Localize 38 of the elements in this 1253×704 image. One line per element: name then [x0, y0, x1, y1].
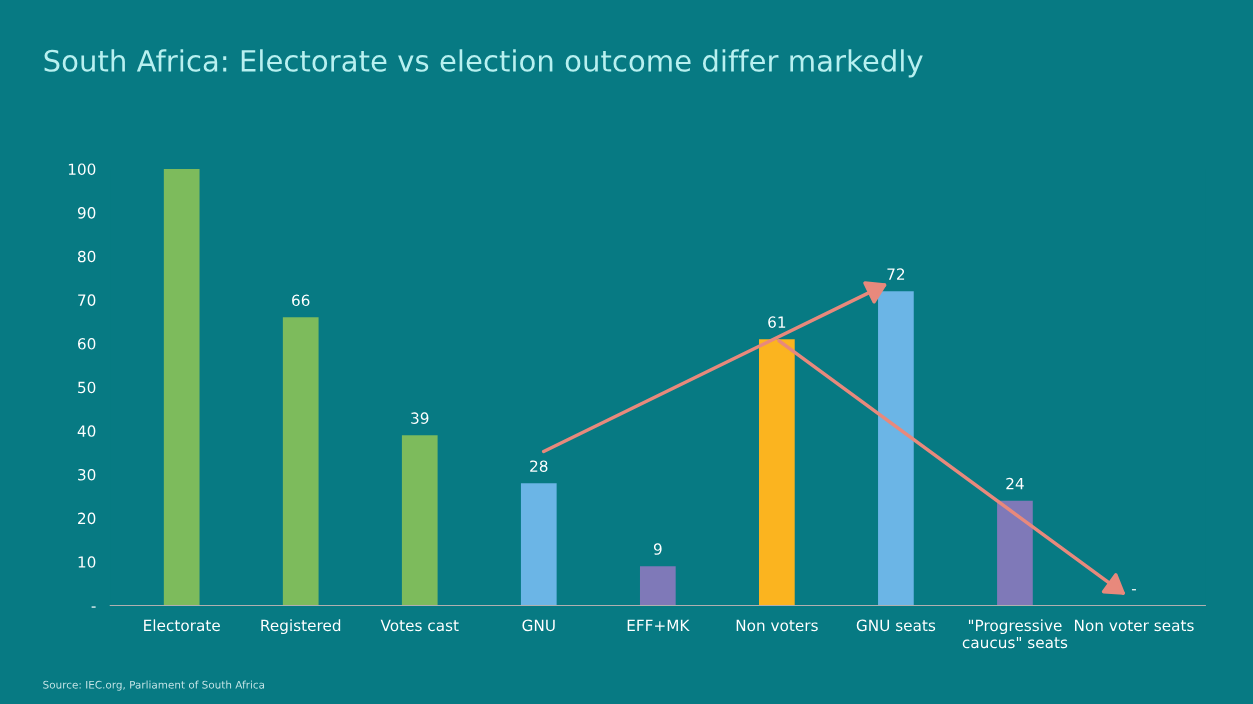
data-label: 9 [653, 543, 662, 555]
data-label: 66 [292, 294, 310, 307]
y-tick-label: 20 [78, 512, 96, 525]
data-label: 39 [411, 412, 429, 424]
bar [639, 566, 676, 606]
bar [520, 483, 557, 606]
bar [878, 291, 914, 606]
data-label: 28 [530, 460, 548, 472]
y-tick-label: 80 [77, 250, 96, 263]
data-label: 24 [1006, 477, 1024, 490]
y-tick-label: 30 [78, 468, 96, 481]
y-tick-label: 100 [68, 163, 96, 175]
x-tick-label: Votes cast [380, 619, 459, 632]
data-label: 72 [887, 268, 905, 280]
y-tick-label: 60 [78, 338, 96, 350]
bar [282, 317, 319, 606]
y-tick-label: 10 [78, 556, 96, 568]
x-tick-label: GNU seats [856, 619, 936, 632]
x-tick-label: EFF+MK [627, 619, 690, 631]
bar [163, 168, 200, 606]
data-label: 61 [768, 316, 786, 328]
bar [759, 339, 795, 606]
x-tick-label: GNU [522, 619, 555, 632]
x-tick-label: Electorate [144, 619, 220, 632]
x-tick-label: Registered [261, 619, 341, 635]
x-tick-label: Non voters [736, 619, 818, 632]
y-tick-label: 50 [78, 381, 96, 394]
chart-title: South Africa: Electorate vs election outcome differ markedly [44, 49, 923, 78]
y-tick-label: 90 [77, 207, 96, 219]
bar [997, 500, 1033, 606]
y-tick-label: 40 [77, 425, 96, 437]
bar [401, 435, 438, 606]
x-tick-label: "Progressive caucus" seats [962, 619, 1068, 649]
source-note: Source: IEC.org, Parliament of South Africa [43, 680, 265, 691]
x-tick-label: Non voter seats [1075, 619, 1194, 632]
y-tick-label: 70 [78, 294, 96, 306]
data-label: - [1131, 589, 1136, 591]
y-tick-label: - [91, 606, 96, 608]
